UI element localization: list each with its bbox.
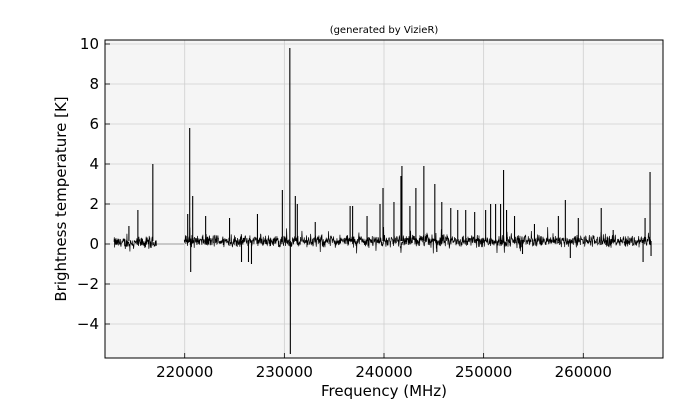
y-tick-label: 4 [89, 155, 99, 173]
plot-frame [104, 39, 664, 359]
spectrum-series [113, 48, 652, 354]
x-tick-label: 230000 [256, 363, 313, 381]
grid [105, 40, 663, 358]
y-tick-label: −4 [77, 315, 99, 333]
spectrum-segment [113, 233, 157, 252]
x-tick-label: 240000 [355, 363, 412, 381]
y-tick-label: 8 [89, 75, 99, 93]
y-tick-label: 6 [89, 115, 99, 133]
spectrum-segment [183, 227, 652, 254]
y-tick-label: 0 [89, 235, 99, 253]
x-axis-title: Frequency (MHz) [321, 382, 447, 400]
x-tick-label: 220000 [156, 363, 213, 381]
y-axis-title: Brightness temperature [K] [52, 96, 70, 301]
chart-title: (generated by VizieR) [330, 25, 439, 36]
y-tick-label: −2 [77, 275, 99, 293]
x-tick-label: 260000 [555, 363, 612, 381]
y-tick-label: 2 [89, 195, 99, 213]
x-tick-label: 250000 [455, 363, 512, 381]
axis-ticks: 220000 230000 240000 250000 260000 −4 −2 0 2 4 6 8 1… [77, 35, 612, 381]
y-tick-label: 10 [80, 35, 99, 53]
